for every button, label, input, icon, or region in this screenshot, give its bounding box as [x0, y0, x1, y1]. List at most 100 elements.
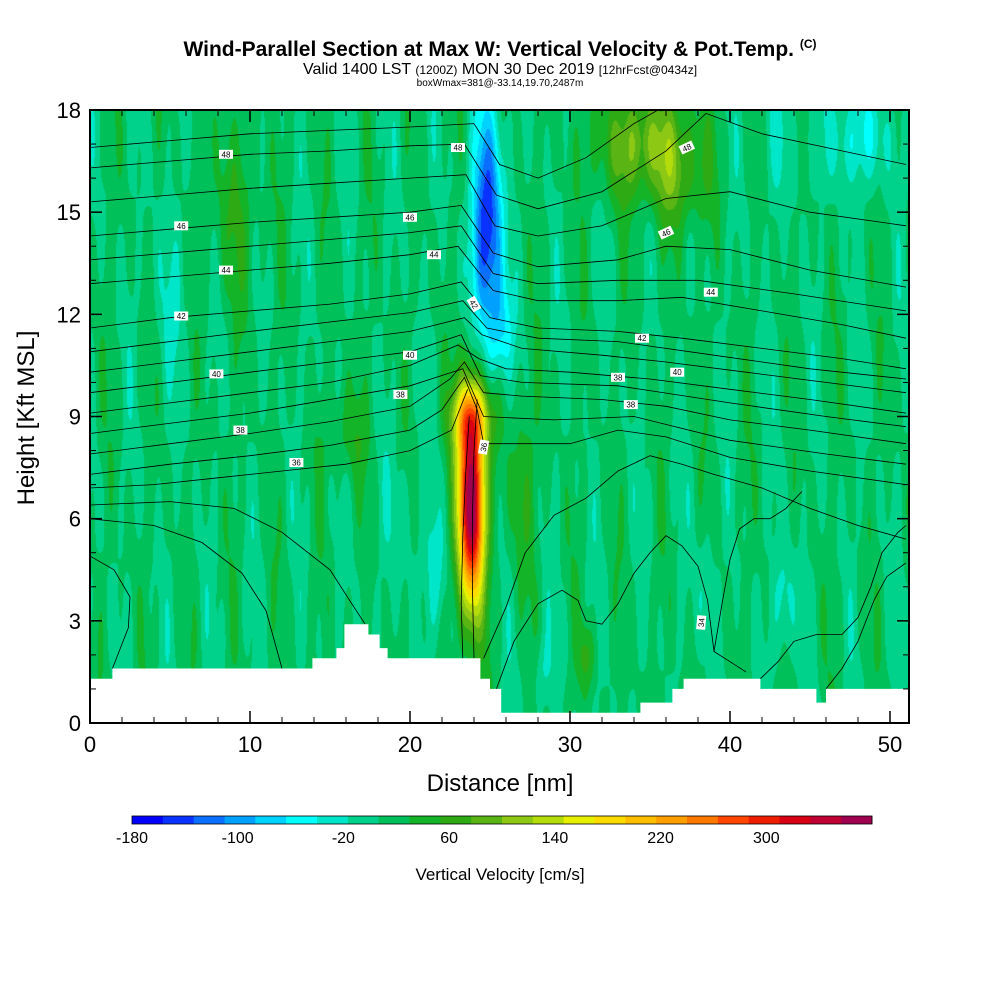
isentrope-m7 [825, 562, 907, 690]
y-tick-label: 3 [69, 609, 81, 634]
contour-label-bg [678, 140, 696, 155]
valid-date: MON 30 Dec 2019 [461, 61, 595, 78]
contour-label-text: 48 [454, 144, 463, 153]
contour-label-text: 48 [681, 142, 693, 154]
contour-label: 44 [427, 250, 441, 260]
contour-label: 44 [219, 265, 233, 275]
y-tick-label: 0 [69, 711, 81, 736]
contour-label-text: 38 [236, 426, 245, 435]
colorbar-segment [440, 816, 472, 824]
colorbar-segment [286, 816, 318, 824]
colorbar-tick-label: 60 [440, 830, 458, 847]
forecast-info: [12hrFcst@0434z] [598, 63, 698, 77]
colorbar-segment [779, 816, 811, 824]
colorbar [131, 815, 873, 825]
isentrope-48 [90, 112, 907, 210]
colorbar-segment [193, 816, 225, 824]
isentrope-m1 [90, 501, 366, 625]
colorbar-segment [378, 816, 410, 824]
contour-label-bg [403, 212, 417, 222]
contour-label-bg [635, 333, 649, 343]
contour-label-text: 44 [706, 288, 715, 297]
isentrope-38 [90, 361, 907, 455]
contour-label-bg [623, 400, 638, 410]
contour-label-text: 40 [673, 368, 682, 377]
contour-label-text: 40 [406, 351, 415, 360]
contour-label-text: 42 [638, 334, 647, 343]
contour-label-bg [466, 295, 482, 313]
colorbar-frame [131, 815, 873, 825]
contour-label-bg [209, 369, 224, 379]
contour-label-bg [393, 389, 408, 399]
y-tick-label: 9 [69, 405, 81, 430]
contour-label-text: 36 [479, 441, 490, 452]
contour-label-text: 38 [396, 390, 405, 399]
chart-subtitle: Valid 1400 LST (1200Z) MON 30 Dec 2019 [… [0, 61, 1000, 79]
y-tick-label: 6 [69, 507, 81, 532]
y-tick-label: 12 [57, 302, 81, 327]
colorbar-segment [717, 816, 750, 824]
contour-label-text: 38 [614, 373, 623, 382]
x-axis-ticks: 0 10 20 30 40 50 [84, 110, 902, 757]
contour-label-text: 40 [212, 370, 221, 379]
contour-label: 42 [466, 295, 482, 313]
isentrope-m4 [483, 455, 907, 659]
contour-label-bg [696, 615, 707, 630]
isentrope-u4 [90, 300, 907, 380]
contour-label: 46 [657, 225, 675, 240]
contour-label-bg [174, 311, 189, 321]
contour-label: 38 [393, 389, 408, 399]
colorbar-segment [471, 816, 503, 824]
isentrope-m5 [496, 535, 747, 690]
contour-label-bg [233, 425, 248, 435]
contour-label: 40 [209, 369, 224, 379]
isentrope-u5 [90, 334, 907, 428]
isentrope-u2 [90, 174, 907, 237]
colorbar-tick-label: -100 [222, 830, 254, 847]
contour-label: 42 [174, 311, 189, 321]
x-tick-label: 20 [398, 732, 422, 757]
contour-label: 48 [219, 149, 233, 159]
contour-label-bg [611, 372, 625, 382]
contour-label: 40 [670, 367, 685, 377]
x-tick-label: 30 [558, 732, 582, 757]
contour-label-bg [174, 221, 189, 231]
contour-label-bg [477, 439, 490, 455]
x-tick-label: 50 [878, 732, 902, 757]
contour-label-text: 46 [660, 227, 672, 239]
contour-label-text: 36 [292, 459, 301, 468]
minor-ticks [90, 110, 909, 723]
colorbar-segment [656, 816, 688, 824]
colorbar-segment [841, 816, 873, 824]
colorbar-tick-label: 220 [647, 830, 674, 847]
contour-label-bg [703, 287, 718, 297]
colorbar-segment [563, 816, 595, 824]
colorbar-segment [687, 816, 719, 824]
terrain-profile [90, 624, 910, 723]
colorbar-segment [625, 816, 657, 824]
valid-utc: (1200Z) [415, 63, 458, 77]
x-tick-label: 0 [84, 732, 96, 757]
contour-label: 42 [635, 333, 649, 343]
colorbar-segment [132, 816, 164, 824]
contour-label: 36 [289, 458, 304, 468]
contour-label-text: 48 [222, 150, 231, 159]
colorbar-segment [255, 816, 287, 824]
isentrope-40b [90, 317, 907, 394]
colorbar-segment [347, 816, 380, 824]
isentrope-m2 [90, 518, 283, 669]
contour-label: 46 [403, 212, 417, 222]
isentrope-u6 [90, 368, 907, 465]
colorbar-tick-label: -20 [332, 830, 355, 847]
copyright-mark: (C) [799, 37, 817, 51]
x-tick-label: 40 [718, 732, 742, 757]
colorbar-label: Vertical Velocity [cm/s] [415, 865, 584, 884]
contour-label: 34 [696, 615, 707, 630]
box-info: boxWmax=381@-33.14,19.70,2487m [416, 78, 584, 89]
isentrope-40 [90, 344, 907, 414]
contour-label: 44 [703, 287, 718, 297]
y-tick-label: 18 [57, 98, 81, 123]
contour-label-bg [427, 250, 441, 260]
